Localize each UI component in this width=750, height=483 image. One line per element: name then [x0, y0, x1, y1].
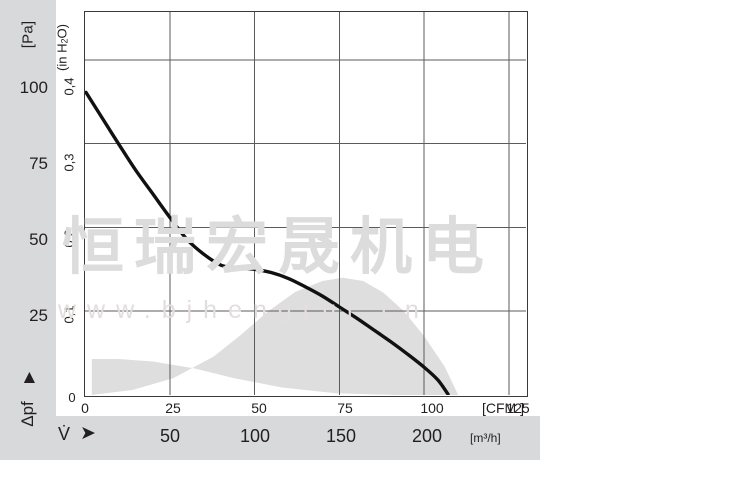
inh2o-sub: 2 [59, 38, 70, 44]
y-axis-arrow-up-icon: ▲ [20, 367, 39, 388]
cmh-tick-100: 100 [239, 426, 271, 446]
pa-tick-50: 50 [29, 230, 48, 249]
cfm-tick-125: 125 [506, 400, 530, 416]
cfm-unit-label: [CFM ] [482, 400, 524, 416]
pa-tick-100: 100 [19, 78, 48, 97]
pressure-curve [85, 90, 450, 395]
plot-svg [85, 12, 526, 395]
cmh-tick-200: 200 [411, 426, 443, 446]
inh2o-tick-02: 0,2 [61, 229, 77, 248]
shaded-region [91, 277, 459, 395]
inh2o-tick-03: 0,3 [61, 153, 77, 172]
y-axis-unit-pa: [Pa] [19, 20, 37, 49]
x-axis-arrow-right-icon: ➤ [80, 423, 96, 444]
gridlines [85, 12, 526, 395]
inh2o-post: O) [54, 24, 70, 39]
cmh-unit-label: [m³/h] [470, 431, 501, 445]
inh2o-tick-0: 0 [68, 390, 76, 405]
pa-tick-75: 75 [29, 154, 48, 173]
cfm-tick-0: 0 [81, 400, 89, 416]
cfm-tick-75: 75 [337, 400, 353, 416]
cfm-tick-100: 100 [420, 400, 444, 416]
cfm-tick-50: 50 [251, 400, 267, 416]
left-axis-panel [0, 0, 56, 460]
inh2o-tick-01: 0,1 [61, 305, 77, 324]
x-axis-title-vdot: V̇ [58, 424, 71, 444]
cmh-tick-150: 150 [325, 426, 357, 446]
bottom-axis-panel [0, 416, 540, 460]
plot-area [84, 11, 528, 397]
cmh-tick-50: 50 [159, 426, 181, 446]
inh2o-tick-04: 0,4 [61, 77, 77, 96]
pa-tick-25: 25 [29, 306, 48, 325]
cfm-tick-25: 25 [165, 400, 181, 416]
